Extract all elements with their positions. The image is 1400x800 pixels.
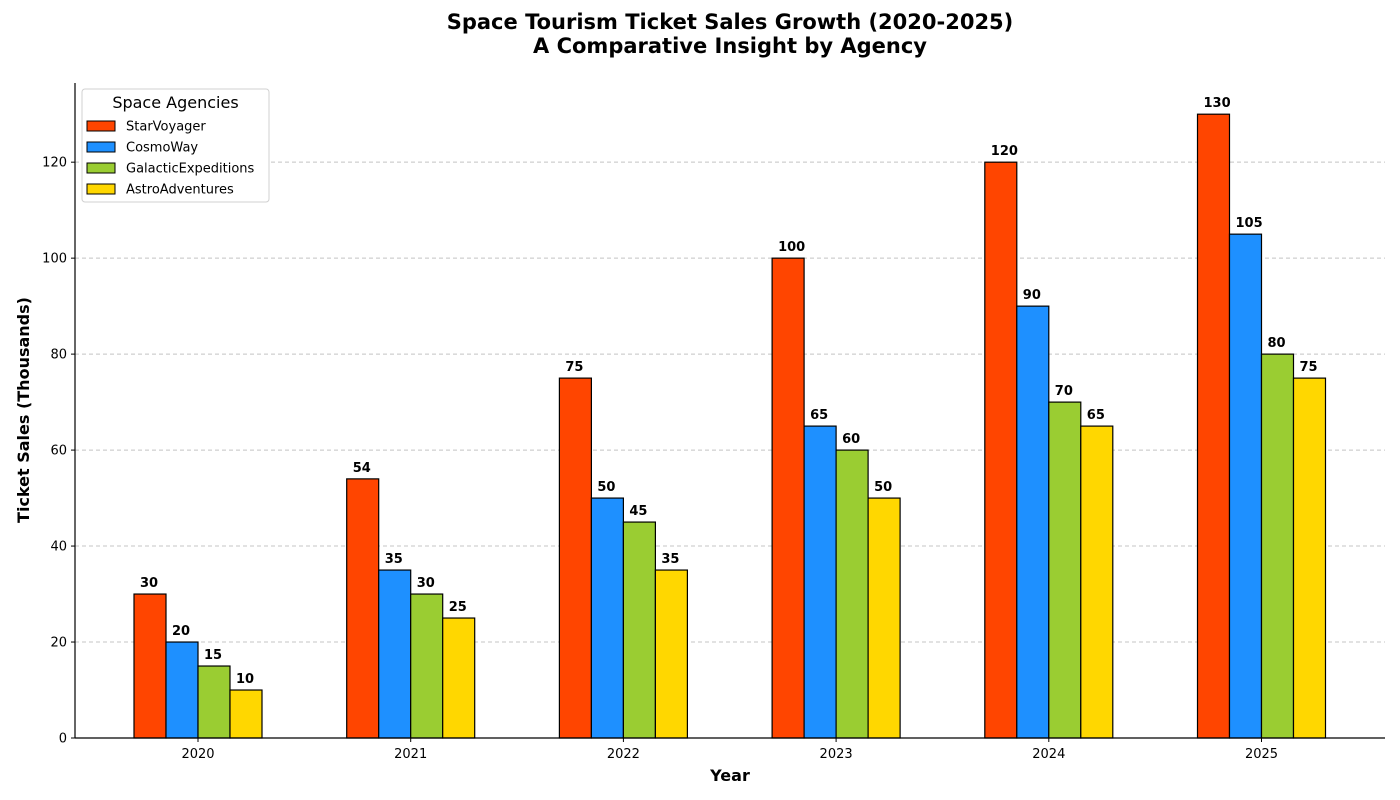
legend-swatch-starvoyager [86,120,116,132]
bar-value-labels: 30 54 75 100 120 130 20 35 50 65 90 105 15 30 45 60 70 80… [140,96,1318,687]
legend-label-starvoyager: StarVoyager [126,120,206,135]
bar-value-label: 100 [778,240,805,255]
bar-cosmoway-2023 [803,425,837,739]
bar-starvoyager-2023 [771,257,805,739]
bar-value-label: 20 [172,624,190,639]
x-tick-label: 2021 [394,747,427,762]
bar-value-label: 50 [597,480,615,495]
bar-value-label: 50 [874,480,892,495]
x-tick-label: 2023 [820,747,853,762]
y-tick-label: 20 [50,636,67,651]
legend-label-cosmoway: CosmoWay [126,141,198,156]
y-tick-label: 80 [50,348,67,363]
bar-cosmoway-2021 [378,569,412,739]
bar-value-label: 35 [385,552,403,567]
bar-value-label: 30 [417,576,435,591]
bar-value-label: 65 [810,408,828,423]
legend-box [81,88,270,203]
bar-cosmoway-2024 [1016,305,1050,739]
legend: Space Agencies StarVoyager CosmoWay Galact… [81,88,270,203]
bar-starvoyager-2025 [1196,113,1231,739]
y-axis-label: Ticket Sales (Thousands) [14,297,33,523]
bar-value-label: 25 [449,600,467,615]
bar-value-label: 70 [1055,384,1073,399]
chart-title: Space Tourism Ticket Sales Growth (2020-… [0,10,1400,58]
bar-galacticexpeditions-2023 [835,449,869,739]
y-tick-label: 40 [50,540,67,555]
x-tick-label: 2025 [1245,747,1278,762]
y-tick-label: 0 [59,732,67,747]
bar-cosmoway-2025 [1228,233,1263,739]
y-tick-label: 120 [42,156,67,171]
bar-galacticexpeditions-2022 [622,521,657,739]
bar-value-label: 90 [1023,288,1041,303]
axes [71,83,1385,742]
bar-cosmoway-2020 [165,641,199,739]
x-tick-label: 2020 [181,747,214,762]
x-tick-label: 2024 [1032,747,1065,762]
bar-galacticexpeditions-2024 [1048,401,1082,739]
bar-value-label: 10 [236,672,254,687]
x-tick-label: 2022 [607,747,640,762]
bar-galacticexpeditions-2021 [410,593,444,739]
bar-value-label: 30 [140,576,158,591]
bar-value-label: 45 [629,504,647,519]
bar-galacticexpeditions-2025 [1260,353,1295,739]
bar-value-label: 120 [991,144,1018,159]
bar-astroadventures-2023 [867,497,901,739]
bar-value-label: 60 [842,432,860,447]
bar-value-label: 65 [1087,408,1105,423]
bar-value-label: 15 [204,648,222,663]
legend-label-galacticexpeditions: GalacticExpeditions [126,162,255,177]
chart-title-line2: A Comparative Insight by Agency [533,34,927,58]
legend-swatch-astroadventures [86,183,116,195]
bar-value-label: 75 [1300,360,1318,375]
legend-swatch-cosmoway [86,141,116,153]
bar-cosmoway-2022 [590,497,625,739]
grid-lines [75,161,1385,643]
legend-label-astroadventures: AstroAdventures [126,183,234,198]
bar-value-label: 75 [565,360,583,375]
legend-title: Space Agencies [112,93,238,112]
bar-galacticexpeditions-2020 [197,665,231,739]
bar-starvoyager-2024 [984,161,1018,739]
bar-starvoyager-2022 [558,377,593,739]
bar-astroadventures-2025 [1292,377,1327,739]
bar-astroadventures-2022 [654,569,689,739]
bar-starvoyager-2021 [346,478,380,739]
bar-value-label: 54 [353,461,371,476]
bar-starvoyager-2020 [133,593,167,739]
bar-astroadventures-2020 [229,689,263,739]
bar-astroadventures-2021 [442,617,476,739]
chart-title-line1: Space Tourism Ticket Sales Growth (2020-… [446,10,1014,34]
bar-value-label: 35 [661,552,679,567]
legend-swatch-galacticexpeditions [86,162,116,174]
bar-value-label: 80 [1268,336,1286,351]
bars [133,113,1327,739]
bar-value-label: 130 [1204,96,1231,111]
x-axis-label: Year [709,766,750,785]
bar-astroadventures-2024 [1080,425,1114,739]
bar-value-label: 105 [1236,216,1263,231]
y-tick-label: 100 [42,252,67,267]
y-tick-label: 60 [50,444,67,459]
